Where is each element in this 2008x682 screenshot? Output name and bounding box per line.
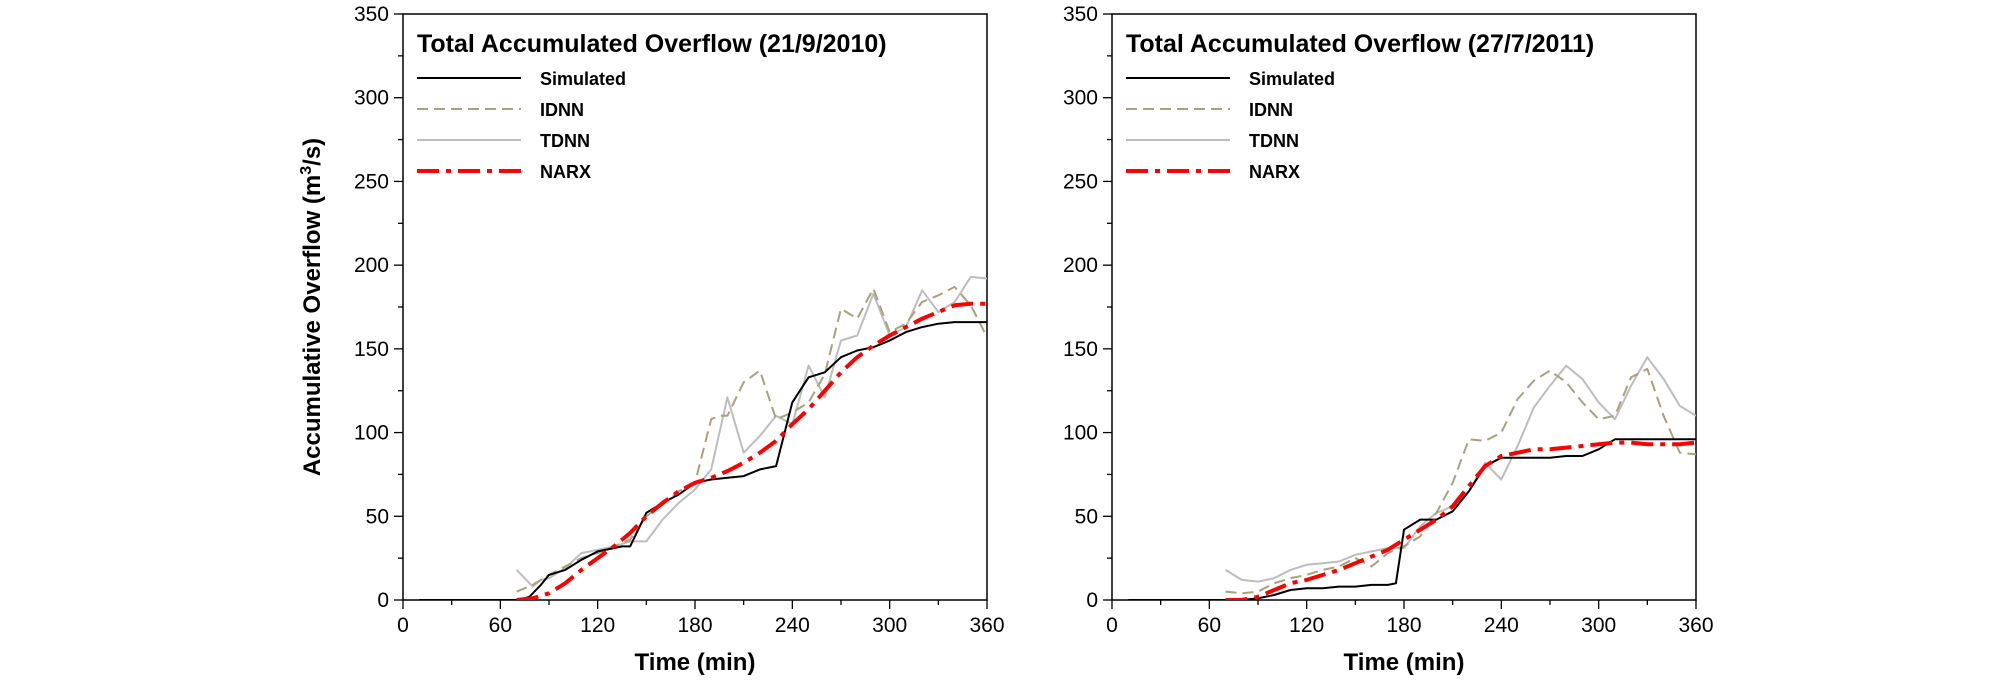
x-tick-label: 360 <box>1678 614 1713 637</box>
chart-title: Total Accumulated Overflow (27/7/2011) <box>1126 30 1594 58</box>
x-tick-label: 60 <box>489 614 512 637</box>
plot-frame <box>1111 13 1697 601</box>
series-line-idnn <box>1225 367 1696 595</box>
series-line-idnn <box>516 285 987 593</box>
series-line-simulated <box>419 321 987 600</box>
x-tick-label: 240 <box>775 614 810 637</box>
y-tick-label: 50 <box>366 505 389 528</box>
plot-frame <box>402 13 988 601</box>
x-tick-label: 300 <box>1581 614 1616 637</box>
y-tick-label: 150 <box>354 338 389 361</box>
y-axis-title-superscript: 3 <box>298 166 315 175</box>
series-line-narx <box>1225 440 1696 600</box>
y-tick-label: 350 <box>354 3 389 26</box>
legend-label-narx: NARX <box>540 162 591 182</box>
x-tick-label: 240 <box>1484 614 1519 637</box>
legend-label-simulated: Simulated <box>1249 69 1335 89</box>
legend-label-idnn: IDNN <box>540 100 584 120</box>
y-axis-title-text: /s) <box>299 138 326 166</box>
x-tick-label: 180 <box>1386 614 1421 637</box>
x-tick-label: 360 <box>969 614 1004 637</box>
y-tick-label: 250 <box>1063 170 1098 193</box>
x-tick-label: 120 <box>1289 614 1324 637</box>
y-tick-label: 0 <box>377 589 389 612</box>
legend-label-idnn: IDNN <box>1249 100 1293 120</box>
x-axis-title: Time (min) <box>1344 649 1465 676</box>
y-tick-label: 100 <box>354 422 389 445</box>
x-tick-label: 0 <box>1106 614 1118 637</box>
y-tick-label: 250 <box>354 170 389 193</box>
legend-label-tdnn: TDNN <box>540 131 590 151</box>
y-tick-label: 50 <box>1075 505 1098 528</box>
chart-left: 0 50 100 150 200 250 300 350 0 60 120 180 240 300 360 T… <box>298 3 1005 676</box>
x-axis-title: Time (min) <box>635 649 756 676</box>
y-tick-label: 300 <box>1063 87 1098 110</box>
x-tick-label: 300 <box>872 614 907 637</box>
y-tick-label: 200 <box>354 254 389 277</box>
legend-label-narx: NARX <box>1249 162 1300 182</box>
y-tick-label: 150 <box>1063 338 1098 361</box>
series-line-simulated <box>1128 438 1696 600</box>
y-axis-title-text: Accumulative Overflow (m <box>299 175 326 476</box>
y-axis-title: Accumulative Overflow (m3/s) <box>298 138 326 476</box>
series-line-narx <box>516 301 987 600</box>
x-tick-label: 120 <box>580 614 615 637</box>
chart-title: Total Accumulated Overflow (21/9/2010) <box>417 30 887 58</box>
chart-right: 0 50 100 150 200 250 300 350 0 60 120 180 240 300 360 T… <box>1063 3 1714 676</box>
y-tick-label: 350 <box>1063 3 1098 26</box>
x-tick-label: 180 <box>677 614 712 637</box>
y-tick-label: 200 <box>1063 254 1098 277</box>
y-tick-label: 300 <box>354 87 389 110</box>
x-tick-label: 0 <box>397 614 409 637</box>
legend-label-simulated: Simulated <box>540 69 626 89</box>
legend-label-tdnn: TDNN <box>1249 131 1299 151</box>
x-tick-label: 60 <box>1198 614 1221 637</box>
y-tick-label: 0 <box>1086 589 1098 612</box>
y-tick-label: 100 <box>1063 422 1098 445</box>
